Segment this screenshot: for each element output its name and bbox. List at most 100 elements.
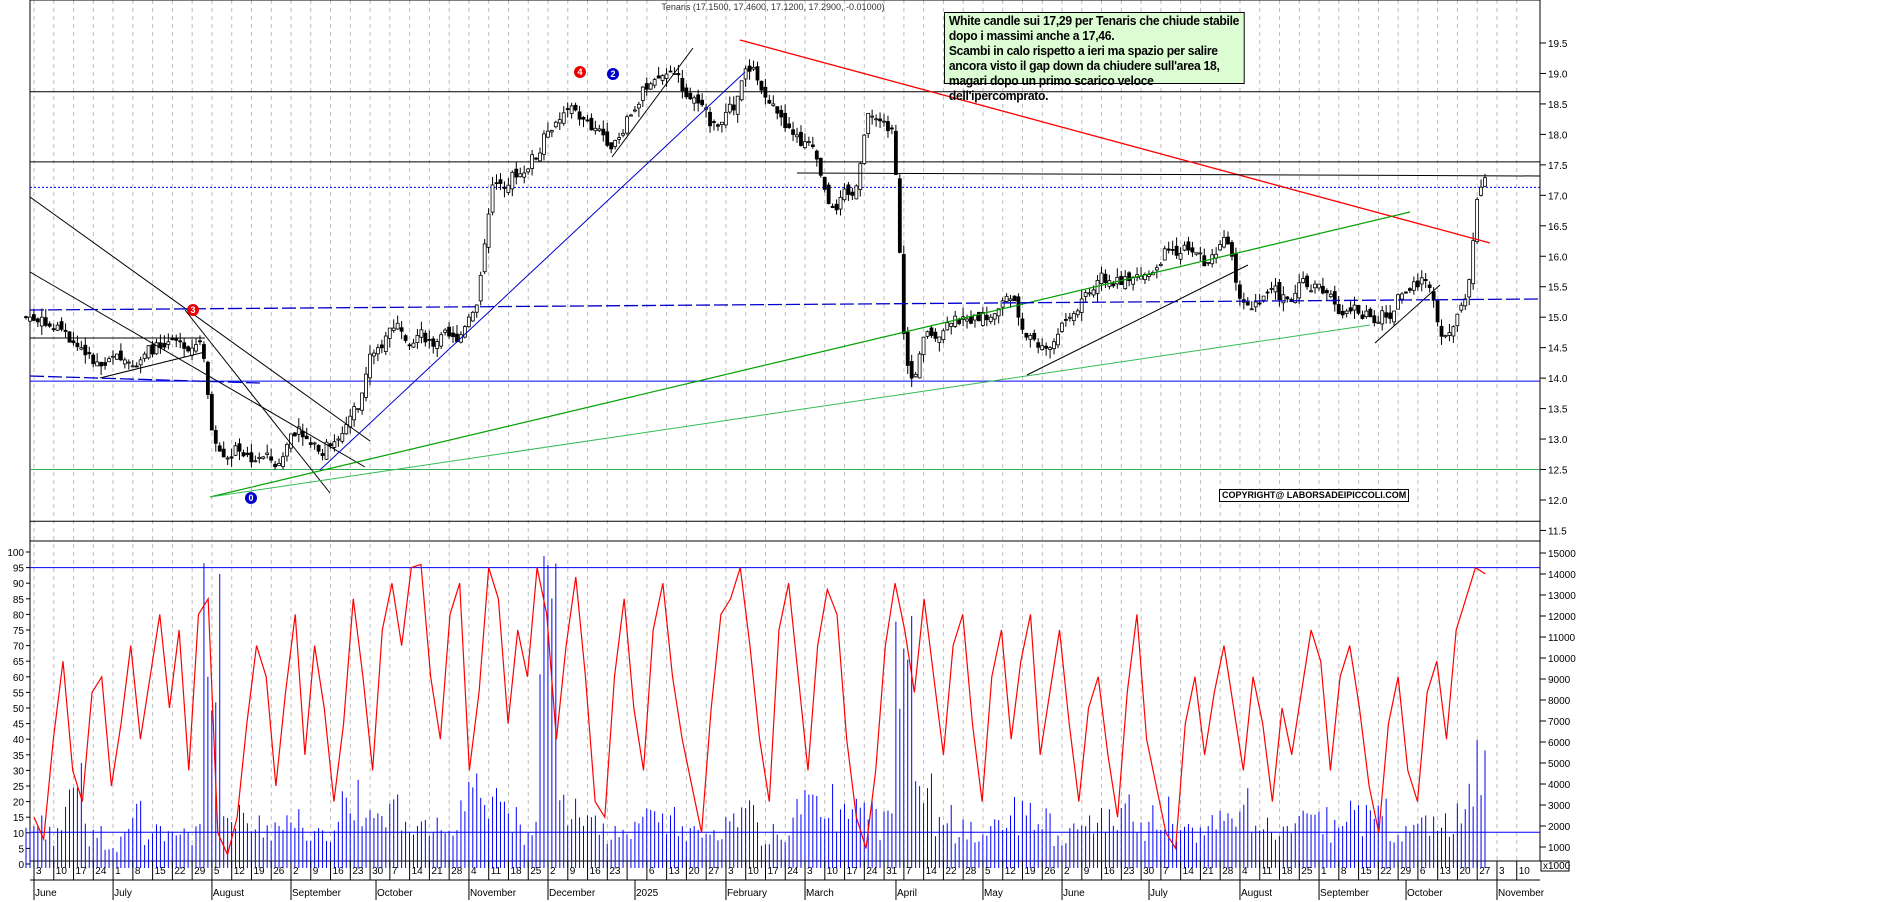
candle-body xyxy=(75,342,80,348)
candle-body xyxy=(969,316,973,324)
candle-body xyxy=(1435,300,1440,323)
candle-body xyxy=(984,314,989,321)
week-label: 7 xyxy=(1163,866,1169,877)
candle-body xyxy=(1277,282,1282,301)
month-label: July xyxy=(114,888,132,899)
candle-body xyxy=(573,104,578,111)
candle-body xyxy=(684,87,689,98)
volume-unit-label: x1000 xyxy=(1543,861,1571,872)
candle-body xyxy=(522,172,527,178)
candle-body xyxy=(1376,321,1381,324)
candle-body xyxy=(1431,291,1436,301)
candle-body xyxy=(265,452,270,455)
week-label: 27 xyxy=(1479,866,1491,877)
candle-body xyxy=(1352,304,1357,311)
copyright-label: COPYRIGHT@ LABORSADEIPICCOLI.COM xyxy=(1219,489,1410,502)
month-label: June xyxy=(35,888,57,899)
week-label: 6 xyxy=(1420,866,1426,877)
week-label: 15 xyxy=(1361,866,1373,877)
week-label: 25 xyxy=(1301,866,1313,877)
candle-body xyxy=(957,318,962,324)
candle-body xyxy=(103,362,107,366)
candle-body xyxy=(636,103,641,109)
candle-body xyxy=(854,185,859,200)
candle-body xyxy=(542,133,546,155)
candle-body xyxy=(1467,279,1472,298)
price-tick-label: 13.0 xyxy=(1548,435,1568,446)
month-label: September xyxy=(1320,888,1370,899)
candle-body xyxy=(1024,332,1029,338)
volume-tick-label: 14000 xyxy=(1548,570,1576,581)
candle-body xyxy=(874,118,879,121)
candle-body xyxy=(846,184,851,195)
candle-body xyxy=(1111,283,1116,287)
candle-body xyxy=(660,75,665,81)
candle-body xyxy=(419,329,424,338)
week-label: 23 xyxy=(609,866,621,877)
candle-body xyxy=(1356,304,1361,314)
candle-body xyxy=(688,92,693,100)
candle-body xyxy=(1332,291,1337,305)
candle-body xyxy=(1170,249,1175,251)
candle-body xyxy=(237,443,242,452)
candle-body xyxy=(1158,263,1163,266)
candle-body xyxy=(893,130,898,175)
candle-body xyxy=(205,361,210,395)
candle-body xyxy=(633,109,637,112)
candle-body xyxy=(557,119,562,124)
candle-body xyxy=(478,275,483,302)
month-label: September xyxy=(292,888,342,899)
candle-body xyxy=(142,353,147,359)
candle-body xyxy=(130,365,135,368)
candle-body xyxy=(170,338,175,341)
marker-2: 2 xyxy=(607,68,619,80)
month-label: August xyxy=(213,888,244,899)
candle-body xyxy=(1372,315,1377,324)
candle-body xyxy=(1253,301,1258,308)
candle-body xyxy=(245,452,250,456)
candle-body xyxy=(553,121,558,128)
candle-body xyxy=(720,121,724,125)
price-tick-label: 16.0 xyxy=(1548,252,1568,263)
osc-tick-label: 35 xyxy=(13,751,25,762)
candle-body xyxy=(886,121,890,132)
osc-tick-label: 65 xyxy=(13,657,25,668)
candle-body xyxy=(182,342,187,349)
candle-body xyxy=(1103,273,1108,283)
candle-body xyxy=(530,154,534,169)
candle-body xyxy=(372,352,376,357)
osc-tick-label: 0 xyxy=(18,860,24,871)
candle-body xyxy=(474,304,479,313)
week-label: 17 xyxy=(76,866,88,877)
annotation-line: Scambi in calo rispetto a ieri ma spazio… xyxy=(948,44,1218,58)
volume-unit-box xyxy=(1540,860,1570,872)
osc-tick-label: 95 xyxy=(13,564,25,575)
candle-body xyxy=(1404,291,1408,294)
candle-body xyxy=(1451,326,1456,337)
trendline-blue xyxy=(319,71,746,471)
candle-body xyxy=(763,86,768,98)
candle-body xyxy=(225,457,230,460)
candle-body xyxy=(1182,244,1187,251)
candle-body xyxy=(996,308,1001,317)
candle-body xyxy=(945,322,950,331)
week-label: 23 xyxy=(1123,866,1135,877)
candle-body xyxy=(443,329,448,333)
annotation-box: White candle sui 17,29 per Tenaris che c… xyxy=(944,12,1245,103)
candle-body xyxy=(99,362,104,367)
week-label: 14 xyxy=(412,866,424,877)
week-label: 10 xyxy=(748,866,760,877)
week-label: 26 xyxy=(1044,866,1056,877)
candle-body xyxy=(949,322,954,327)
candle-body xyxy=(202,344,206,359)
trendline-black xyxy=(29,196,371,442)
candle-body xyxy=(652,79,657,86)
candle-body xyxy=(735,95,740,115)
candle-body xyxy=(1154,267,1159,271)
week-label: 16 xyxy=(333,866,345,877)
price-tick-label: 16.5 xyxy=(1548,222,1568,233)
candle-body xyxy=(1020,318,1025,330)
trendline-black xyxy=(1374,284,1441,344)
week-label: 4 xyxy=(1242,866,1248,877)
candle-body xyxy=(1340,310,1345,316)
